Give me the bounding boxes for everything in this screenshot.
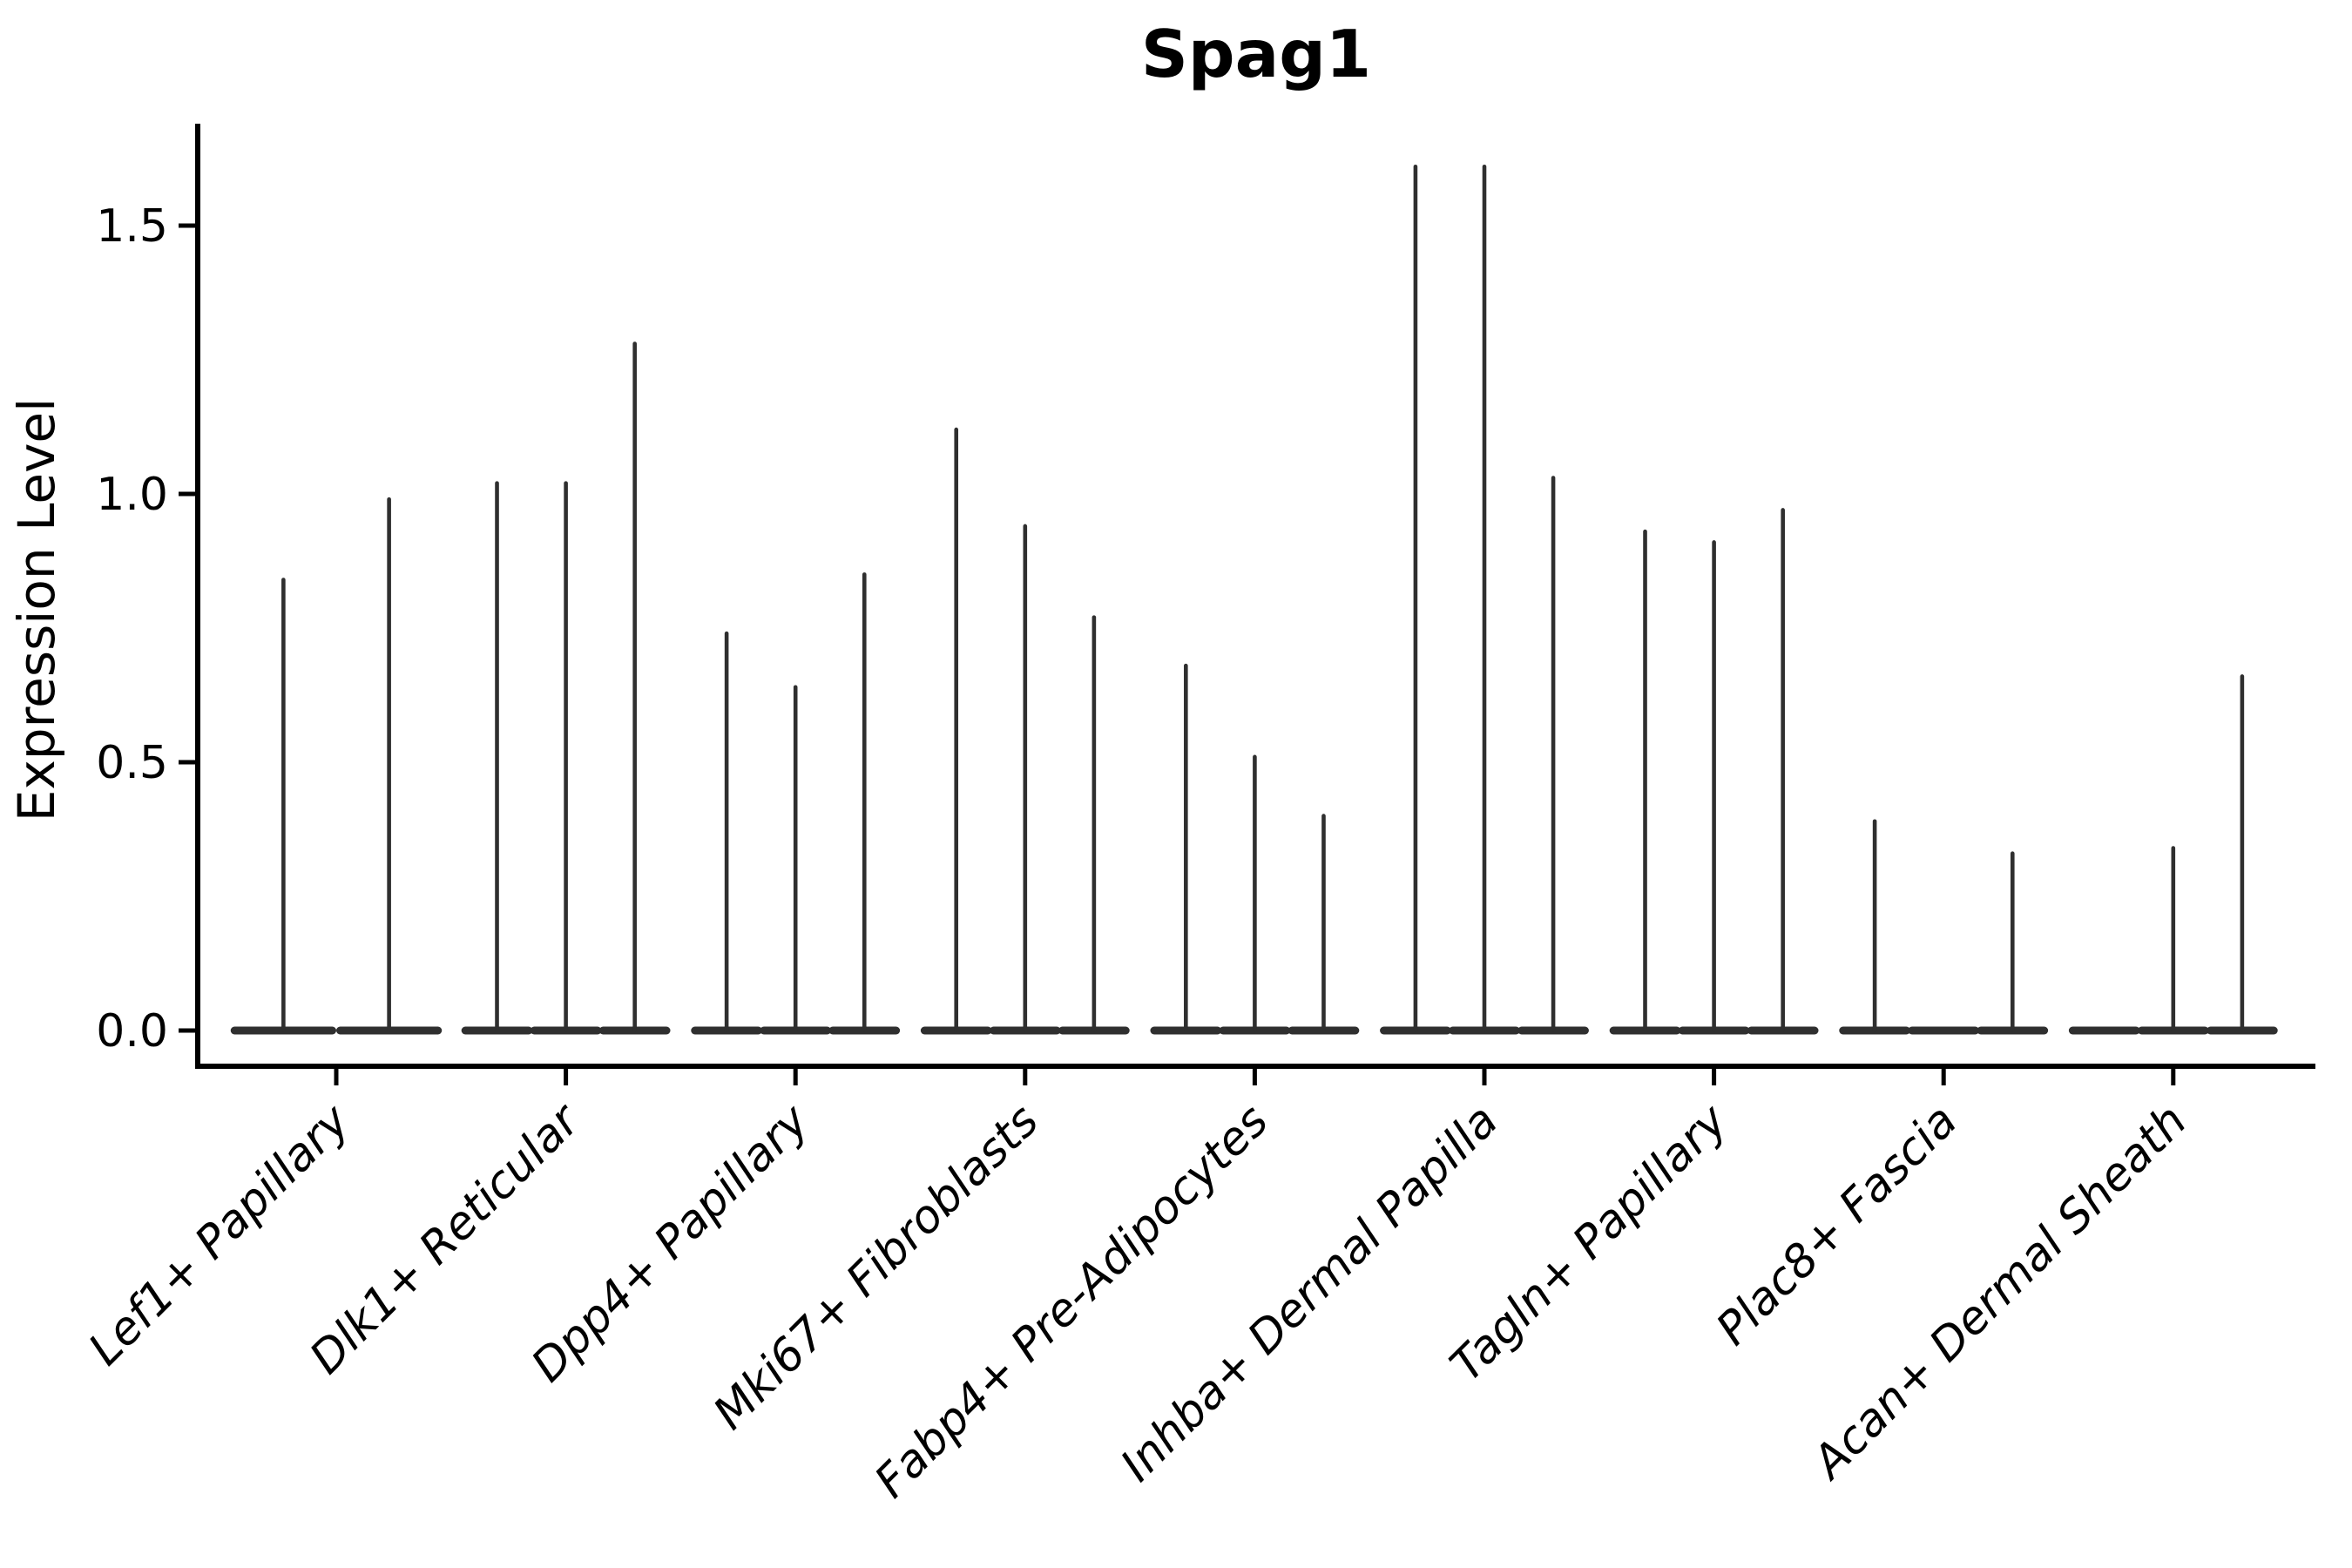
x-tick-label: Fabp4+ Pre-Adipocytes xyxy=(865,1095,1279,1509)
y-tick-label: 0.0 xyxy=(96,1005,168,1058)
y-axis-label: Expression Level xyxy=(7,398,66,821)
violin-body xyxy=(2068,1026,2140,1035)
violin-body xyxy=(1908,1026,1980,1035)
x-tick-label: Plac8+ Fascia xyxy=(1707,1095,1967,1355)
y-tick-label: 1.5 xyxy=(96,200,168,253)
y-tick-label: 1.0 xyxy=(96,469,168,521)
chart-title: Spag1 xyxy=(1141,16,1371,92)
y-tick-label: 0.5 xyxy=(96,737,168,789)
x-tick-label: Acan+ Dermal Sheath xyxy=(1801,1095,2197,1490)
x-tick-label: Inhba+ Dermal Papilla xyxy=(1111,1095,1508,1492)
